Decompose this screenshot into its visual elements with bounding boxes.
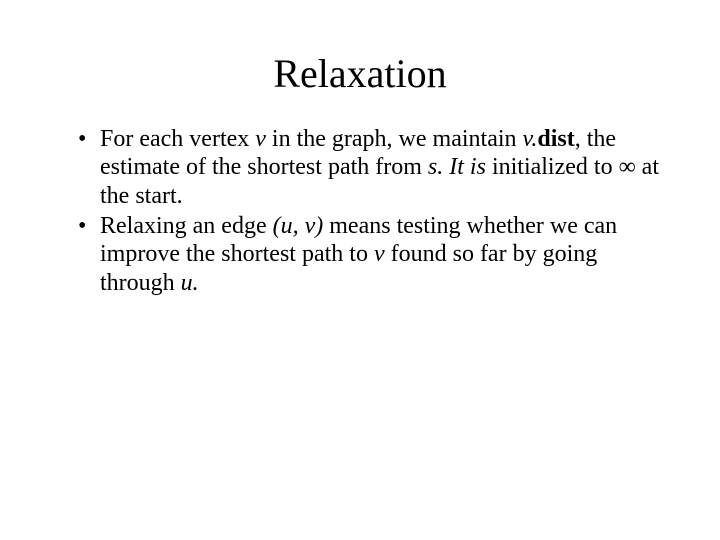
bullet-item: For each vertex v in the graph, we maint… [78, 125, 660, 210]
slide: Relaxation For each vertex v in the grap… [0, 0, 720, 540]
text-run: dist [537, 126, 574, 152]
text-run: s. It is [428, 154, 486, 180]
text-run: For each vertex [100, 126, 255, 152]
bullet-list: For each vertex v in the graph, we maint… [60, 125, 660, 297]
text-run: v [255, 126, 266, 152]
text-run: (u, v) [273, 213, 324, 239]
text-run: v. [523, 126, 538, 152]
text-run: Relaxing an edge [100, 213, 273, 239]
bullet-item: Relaxing an edge (u, v) means testing wh… [78, 212, 660, 297]
slide-title: Relaxation [60, 50, 660, 97]
text-run: v [374, 241, 385, 267]
text-run: u. [181, 270, 199, 296]
text-run: in the graph, we maintain [266, 126, 523, 152]
